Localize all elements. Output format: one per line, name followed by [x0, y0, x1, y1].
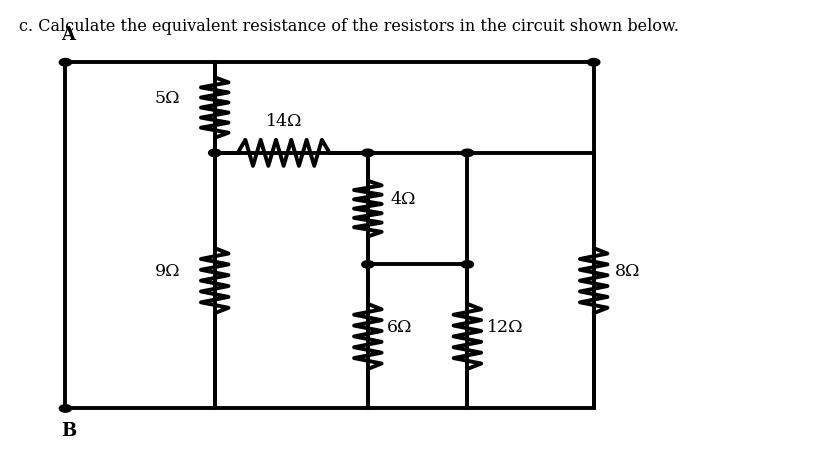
Text: B: B: [62, 422, 77, 440]
Text: c. Calculate the equivalent resistance of the resistors in the circuit shown bel: c. Calculate the equivalent resistance o…: [20, 18, 680, 35]
Circle shape: [362, 149, 374, 157]
Text: 6Ω: 6Ω: [387, 319, 412, 336]
Text: 12Ω: 12Ω: [487, 319, 523, 336]
Text: 14Ω: 14Ω: [266, 113, 302, 130]
Circle shape: [588, 59, 600, 66]
Circle shape: [362, 261, 374, 268]
Circle shape: [461, 149, 474, 157]
Text: 5Ω: 5Ω: [155, 90, 180, 107]
Circle shape: [59, 405, 72, 412]
Circle shape: [59, 59, 72, 66]
Text: 4Ω: 4Ω: [391, 191, 416, 208]
Circle shape: [461, 261, 474, 268]
Text: 9Ω: 9Ω: [155, 263, 180, 280]
Text: 8Ω: 8Ω: [615, 263, 641, 280]
Text: A: A: [62, 26, 76, 44]
Circle shape: [209, 149, 221, 157]
